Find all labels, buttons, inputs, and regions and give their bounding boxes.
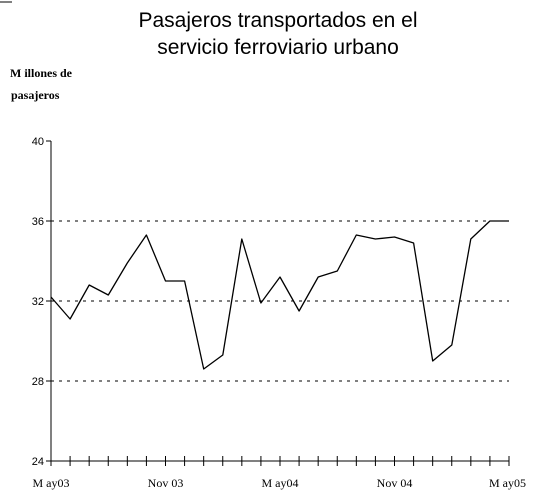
y-tick-label-36: 36 (32, 216, 44, 228)
chart-title-line-2: servicio ferroviario urbano (157, 36, 399, 59)
x-axis-ticks: M ay03 Nov 03 M ay04 Nov 04 M ay05 (33, 456, 526, 490)
y-tick-label-40: 40 (32, 136, 44, 148)
chart-title-line-1: Pasajeros transportados en el (139, 9, 418, 32)
y-axis-label-line-2: pasajeros (11, 88, 60, 102)
x-tick-label-2005-05: M ay05 (489, 476, 526, 490)
y-tick-label-32: 32 (32, 296, 44, 308)
y-axis-label-line-1: M illones de (10, 66, 73, 80)
x-tick-label-2004-05: M ay04 (262, 476, 299, 490)
x-tick-label-2004-11: Nov 04 (377, 476, 413, 490)
series-line-0 (50, 220, 509, 370)
x-tick-label-2003-05: M ay03 (33, 476, 70, 490)
axes (50, 141, 509, 462)
y-axis-ticks: 24 28 32 36 40 (32, 136, 51, 468)
y-tick-label-24: 24 (32, 456, 44, 468)
grid-lines (51, 220, 509, 382)
x-tick-label-2003-11: Nov 03 (148, 476, 184, 490)
series-group (50, 220, 509, 370)
y-tick-label-28: 28 (32, 376, 44, 388)
